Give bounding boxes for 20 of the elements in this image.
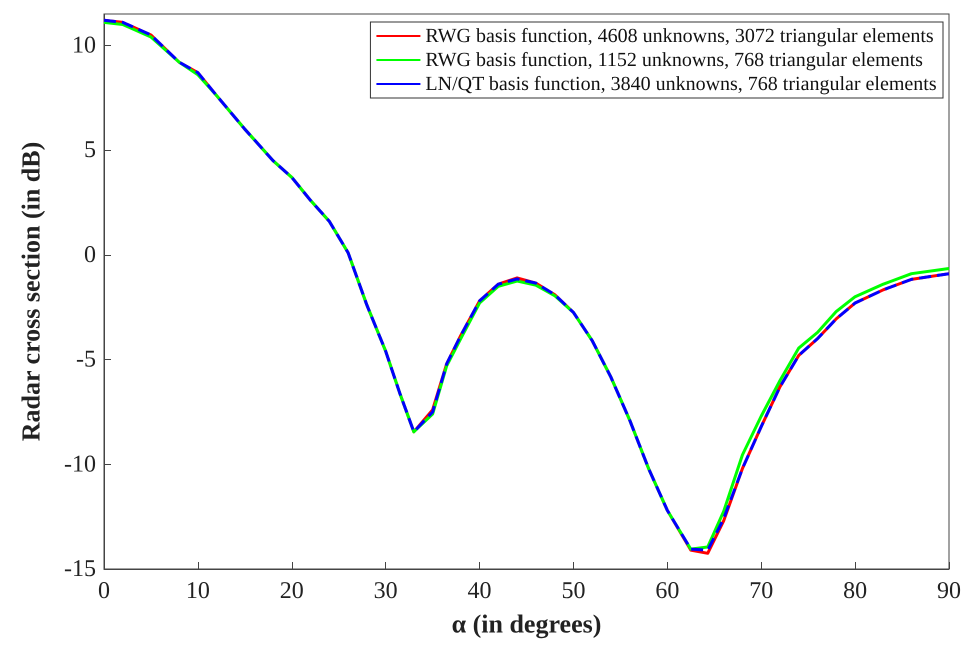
legend-label: RWG basis function, 4608 unknowns, 3072 triangular elements <box>425 25 934 47</box>
x-tick-label: 90 <box>937 578 961 604</box>
x-tick-label: 20 <box>280 578 304 604</box>
x-tick-label: 80 <box>843 578 868 604</box>
y-axis-title: Radar cross section (in dB) <box>16 142 46 442</box>
x-tick-label: 30 <box>374 578 398 604</box>
legend-label: RWG basis function, 1152 unknowns, 768 triangular elements <box>425 49 924 71</box>
y-tick-label: 0 <box>84 242 96 268</box>
x-tick-label: 40 <box>468 578 492 604</box>
y-tick-label: -15 <box>64 556 96 582</box>
x-tick-label: 70 <box>749 578 774 604</box>
y-tick-label: -10 <box>64 451 96 478</box>
y-tick-label: 5 <box>84 137 96 164</box>
x-axis-title: α (in degrees) <box>452 610 602 638</box>
x-tick-label: 50 <box>561 578 586 604</box>
y-tick-label: -5 <box>76 346 96 373</box>
x-tick-label: 10 <box>186 578 210 604</box>
legend-label: LN/QT basis function, 3840 unknowns, 768 triangular elements <box>425 73 937 95</box>
x-tick-label: 60 <box>655 578 680 604</box>
y-tick-label: 10 <box>72 32 96 58</box>
